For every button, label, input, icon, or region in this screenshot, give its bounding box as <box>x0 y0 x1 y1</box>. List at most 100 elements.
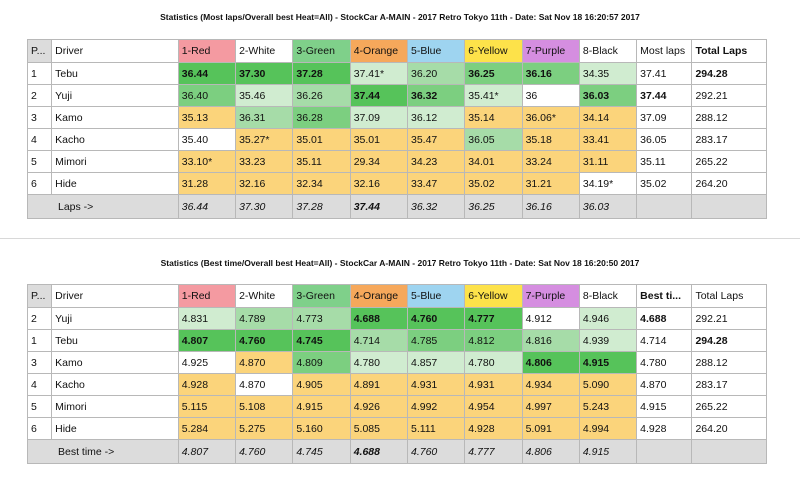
lane-value-cell: 4.773 <box>292 307 351 330</box>
column-header[interactable]: 3-Green <box>292 39 351 63</box>
lane-value-cell: 4.992 <box>406 395 466 418</box>
driver-cell: Hide <box>51 417 179 440</box>
total-laps-cell: 264.20 <box>691 172 767 195</box>
lane-value-cell: 32.34 <box>292 172 351 195</box>
lane-value-cell: 5.091 <box>521 417 580 440</box>
column-header[interactable]: Driver <box>51 39 179 63</box>
table-row: 1 Tebu 4.807 4.760 4.745 4.714 4.785 4.812 4.816… <box>26 329 767 352</box>
lane-value-cell: 4.789 <box>235 307 294 330</box>
footer-value-cell: 4.806 <box>521 439 580 464</box>
lane-value-cell: 32.16 <box>235 172 294 195</box>
lane-value-cell: 4.870 <box>235 373 294 396</box>
table-row: 2 Yuji 4.831 4.789 4.773 4.688 4.760 4.777 4.912… <box>26 307 767 330</box>
lane-value-cell: 4.891 <box>349 373 408 396</box>
position-cell: 6 <box>26 172 53 195</box>
lane-value-cell: 37.30 <box>235 62 294 85</box>
lane-value-cell: 33.23 <box>235 150 294 173</box>
column-header[interactable]: 7-Purple <box>521 284 580 308</box>
lane-value-cell: 31.21 <box>521 172 580 195</box>
lane-value-cell: 33.24 <box>521 150 580 173</box>
position-cell: 6 <box>26 417 53 440</box>
best-value-cell: 37.41 <box>636 62 693 85</box>
column-header[interactable]: 7-Purple <box>521 39 580 63</box>
best-value-cell: 4.870 <box>636 373 693 396</box>
column-header[interactable]: 8-Black <box>578 284 638 308</box>
best-value-cell: 36.05 <box>636 128 693 151</box>
lane-value-cell: 5.111 <box>406 417 466 440</box>
position-cell: 3 <box>26 106 53 129</box>
footer-value-cell: 4.760 <box>235 439 294 464</box>
column-header[interactable]: 4-Orange <box>349 39 408 63</box>
footer-value-cell: 4.760 <box>406 439 466 464</box>
lane-value-cell: 36.44 <box>177 62 237 85</box>
column-header[interactable]: 6-Yellow <box>464 39 523 63</box>
lane-value-cell: 4.928 <box>464 417 523 440</box>
lane-value-cell: 36.05 <box>464 128 523 151</box>
lane-value-cell: 34.14 <box>578 106 638 129</box>
lane-value-cell: 5.108 <box>235 395 294 418</box>
lane-value-cell: 36.26 <box>292 84 351 107</box>
column-header[interactable]: 4-Orange <box>349 284 408 308</box>
column-header[interactable]: P... <box>26 39 53 63</box>
lane-value-cell: 4.780 <box>349 351 408 374</box>
lane-value-cell: 4.785 <box>406 329 466 352</box>
footer-value-cell: 4.688 <box>349 439 408 464</box>
total-laps-cell: 265.22 <box>691 150 767 173</box>
lane-value-cell: 35.27* <box>235 128 294 151</box>
lane-value-cell: 4.934 <box>521 373 580 396</box>
lane-value-cell: 4.714 <box>349 329 408 352</box>
column-header[interactable]: Total Laps <box>691 39 767 63</box>
column-header[interactable]: Most laps <box>636 39 693 63</box>
column-header[interactable]: 2-White <box>235 284 294 308</box>
table-row: 5 Mimori 33.10* 33.23 35.11 29.34 34.23 34.01 33… <box>26 150 767 173</box>
position-cell: 1 <box>26 62 53 85</box>
column-header[interactable]: 6-Yellow <box>464 284 523 308</box>
table-row: 5 Mimori 5.115 5.108 4.915 4.926 4.992 4.954 4.9… <box>26 395 767 418</box>
header-row: P... Driver 1-Red 2-White 3-Green 4-Orange 5-B… <box>26 39 767 63</box>
driver-cell: Kamo <box>51 106 179 129</box>
lane-value-cell: 5.090 <box>578 373 638 396</box>
column-header[interactable]: 1-Red <box>177 284 237 308</box>
lane-value-cell: 35.02 <box>464 172 523 195</box>
footer-value-cell: 37.28 <box>292 194 351 219</box>
column-header[interactable]: 5-Blue <box>406 39 466 63</box>
lane-value-cell: 4.931 <box>464 373 523 396</box>
lane-value-cell: 4.870 <box>235 351 294 374</box>
lane-value-cell: 36.32 <box>406 84 466 107</box>
column-header[interactable]: 1-Red <box>177 39 237 63</box>
driver-cell: Kacho <box>51 128 179 151</box>
best-value-cell: 35.02 <box>636 172 693 195</box>
lane-value-cell: 31.28 <box>177 172 237 195</box>
table-row: 4 Kacho 35.40 35.27* 35.01 35.01 35.47 36.05 35.… <box>26 128 767 151</box>
lane-value-cell: 36.31 <box>235 106 294 129</box>
column-header[interactable]: 8-Black <box>578 39 638 63</box>
footer-value-cell: 36.16 <box>521 194 580 219</box>
footer-empty-cell <box>636 439 693 464</box>
best-value-cell: 4.714 <box>636 329 693 352</box>
footer-label: Laps -> <box>27 194 179 219</box>
lane-value-cell: 36.12 <box>406 106 466 129</box>
table-row: 4 Kacho 4.928 4.870 4.905 4.891 4.931 4.931 4.93… <box>26 373 767 396</box>
column-header[interactable]: 3-Green <box>292 284 351 308</box>
best-value-cell: 4.928 <box>636 417 693 440</box>
lane-value-cell: 37.41* <box>349 62 408 85</box>
column-header[interactable]: Best ti... <box>636 284 693 308</box>
lane-value-cell: 35.01 <box>292 128 351 151</box>
lane-value-cell: 5.160 <box>292 417 351 440</box>
column-header[interactable]: 5-Blue <box>406 284 466 308</box>
column-header[interactable]: 2-White <box>235 39 294 63</box>
total-laps-cell: 265.22 <box>691 395 767 418</box>
lane-value-cell: 5.284 <box>177 417 237 440</box>
footer-value-cell: 36.25 <box>464 194 523 219</box>
lane-value-cell: 4.807 <box>177 329 237 352</box>
lane-value-cell: 37.09 <box>349 106 408 129</box>
lane-value-cell: 4.760 <box>235 329 294 352</box>
driver-cell: Yuji <box>51 84 179 107</box>
column-header[interactable]: Total Laps <box>691 284 767 308</box>
column-header[interactable]: P... <box>26 284 53 308</box>
lane-value-cell: 29.34 <box>349 150 408 173</box>
total-laps-cell: 283.17 <box>691 128 767 151</box>
lane-value-cell: 4.926 <box>349 395 408 418</box>
column-header[interactable]: Driver <box>51 284 179 308</box>
lane-value-cell: 5.275 <box>235 417 294 440</box>
